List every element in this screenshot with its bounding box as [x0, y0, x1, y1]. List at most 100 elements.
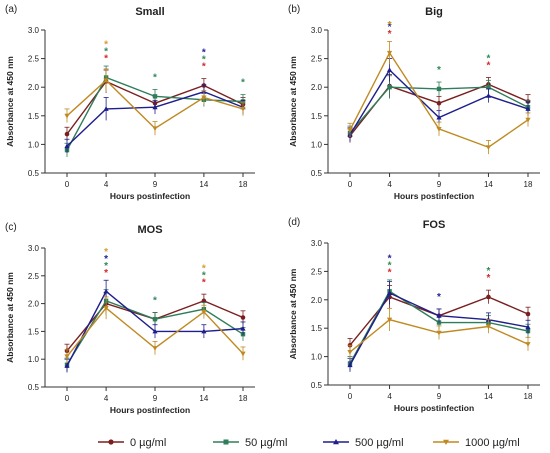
x-tick-label: 0 — [65, 180, 70, 189]
data-point — [436, 100, 442, 106]
series-1000 — [347, 307, 531, 359]
x-tick-label: 9 — [437, 180, 442, 189]
x-axis-label: Hours postinfection — [394, 403, 474, 413]
data-point — [347, 362, 353, 368]
data-point — [103, 106, 109, 111]
data-point — [201, 95, 207, 101]
x-tick-label: 18 — [239, 394, 248, 403]
significance-star: * — [202, 263, 206, 274]
chart-panel-2: (b) Big 0.5 1.0 1.5 2.0 2.5 3.0 0 4 9 14 18 Hours pos… — [288, 4, 540, 201]
data-point — [485, 92, 492, 98]
x-tick-label: 9 — [437, 392, 442, 401]
x-tick-label: 14 — [484, 392, 493, 401]
y-tick-label: 1.5 — [311, 112, 323, 121]
significance-star: * — [104, 247, 108, 258]
legend-item-0: 0 µg/ml — [98, 437, 166, 449]
data-point — [152, 316, 158, 322]
x-axis-label: Hours postinfection — [394, 191, 474, 201]
x-tick-label: 14 — [484, 180, 493, 189]
legend-item-500: 500 µg/ml — [323, 437, 404, 449]
y-tick-label: 1.0 — [28, 140, 40, 149]
significance-star: * — [202, 54, 206, 65]
legend-label: 500 µg/ml — [355, 437, 404, 449]
chart-panel-1: (a) Small 0.5 1.0 1.5 2.0 2.5 3.0 0 4 9 14 18 Hours p… — [5, 4, 255, 201]
series-1000 — [64, 296, 246, 364]
data-point — [152, 328, 158, 334]
significance-star: * — [104, 268, 108, 279]
data-point — [201, 309, 207, 315]
significance-star: * — [202, 277, 206, 288]
series-500 — [347, 58, 531, 142]
x-axis-label: Hours postinfection — [110, 405, 190, 415]
data-point — [64, 143, 70, 149]
data-point — [386, 317, 393, 323]
significance-star: * — [388, 20, 392, 31]
significance-star: * — [388, 22, 392, 33]
x-tick-label: 4 — [387, 392, 392, 401]
y-tick-label: 1.0 — [311, 140, 323, 149]
data-point — [347, 128, 353, 133]
series-1000 — [347, 41, 531, 155]
data-point — [386, 50, 393, 56]
significance-star: * — [437, 292, 441, 303]
significance-star: * — [202, 270, 206, 281]
significance-star: * — [388, 253, 392, 264]
data-point — [201, 328, 207, 334]
x-tick-label: 18 — [524, 180, 533, 189]
series-1000 — [64, 68, 246, 136]
y-axis-label: Absorbance at 450 nm — [288, 268, 298, 359]
data-point — [347, 350, 353, 355]
significance-star: * — [104, 261, 108, 272]
chart-title: MOS — [137, 224, 162, 236]
legend-marker — [223, 439, 229, 445]
x-axis-label: Hours postinfection — [110, 191, 190, 201]
legend-label: 50 µg/ml — [245, 437, 287, 449]
y-tick-label: 0.5 — [311, 169, 323, 178]
y-tick-label: 1.0 — [311, 353, 323, 362]
data-point — [525, 106, 531, 111]
x-tick-label: 9 — [153, 180, 158, 189]
significance-star: * — [388, 29, 392, 40]
data-point — [64, 113, 70, 119]
data-point — [152, 126, 158, 132]
data-point — [152, 346, 158, 351]
data-point — [64, 354, 70, 360]
data-point — [436, 330, 442, 336]
significance-star: * — [388, 260, 392, 271]
data-point — [485, 145, 492, 151]
data-point — [240, 325, 246, 331]
significance-star: * — [153, 72, 157, 83]
significance-star: * — [104, 53, 108, 64]
data-point — [486, 85, 491, 90]
data-point — [201, 298, 207, 304]
x-tick-label: 18 — [524, 392, 533, 401]
significance-star: * — [437, 65, 441, 76]
data-point — [525, 342, 531, 347]
y-tick-label: 2.0 — [28, 83, 40, 92]
significance-star: * — [104, 254, 108, 265]
data-point — [525, 117, 531, 123]
panel-label: (a) — [5, 4, 17, 15]
significance-star: * — [486, 60, 490, 71]
data-point — [436, 320, 442, 325]
significance-star: * — [486, 273, 490, 284]
data-point — [152, 94, 158, 99]
data-point — [103, 78, 109, 84]
data-point — [436, 114, 442, 120]
legend-marker — [333, 439, 339, 445]
legend-item-1000: 1000 µg/ml — [433, 437, 520, 449]
data-point — [525, 311, 531, 317]
y-tick-label: 1.0 — [28, 355, 40, 364]
significance-star: * — [486, 53, 490, 64]
y-tick-label: 0.5 — [311, 381, 323, 390]
chart-title: Big — [425, 6, 443, 18]
data-point — [103, 288, 109, 294]
legend-marker — [108, 439, 114, 445]
y-tick-label: 2.5 — [311, 55, 323, 64]
x-tick-label: 4 — [104, 394, 109, 403]
y-tick-label: 2.0 — [311, 83, 323, 92]
data-point — [387, 85, 392, 90]
y-tick-label: 1.5 — [28, 327, 40, 336]
chart-panel-4: (d) FOS 0.5 1.0 1.5 2.0 2.5 3.0 0 4 9 14 18 Hours pos… — [288, 217, 540, 413]
